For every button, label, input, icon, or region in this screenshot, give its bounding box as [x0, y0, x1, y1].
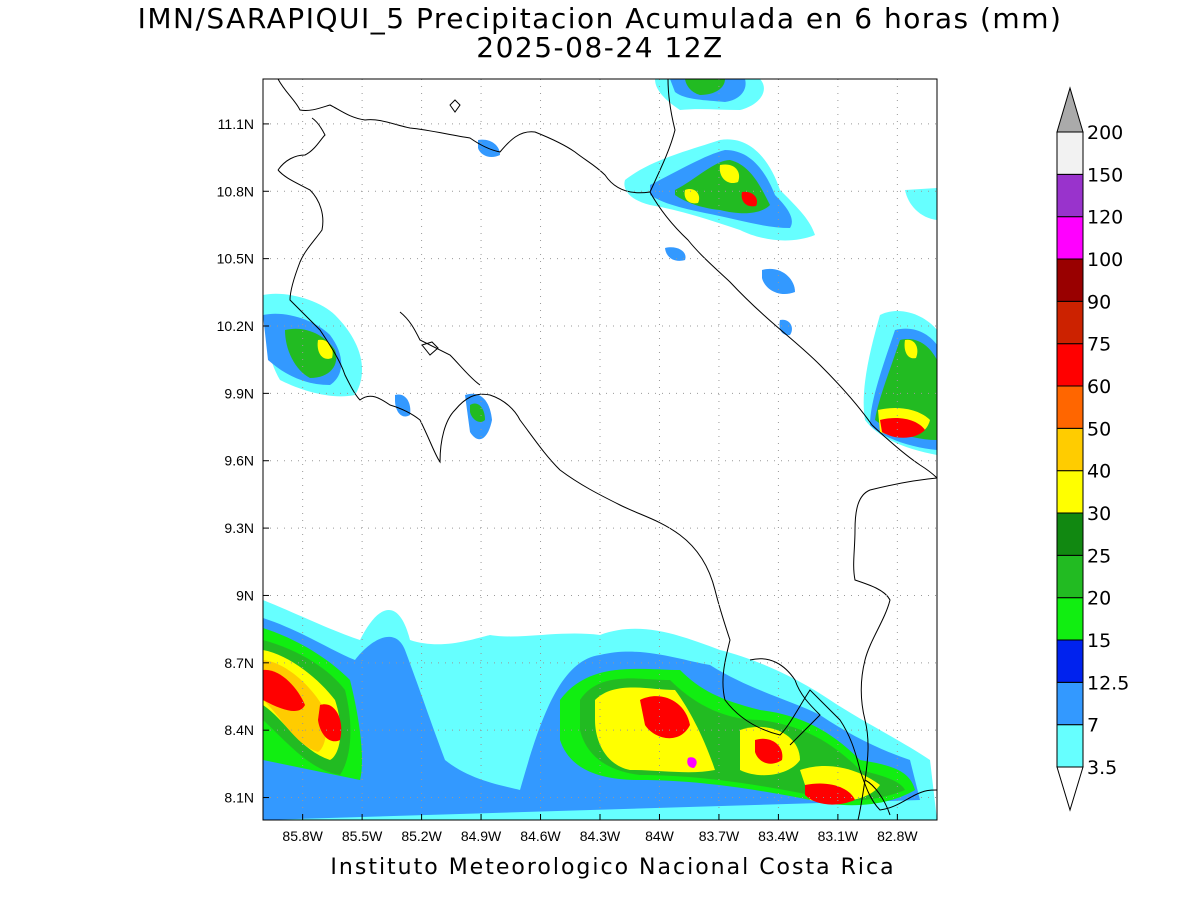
y-tick-label: 9N: [236, 587, 254, 603]
map-title: IMN/SARAPIQUI_5 Precipitacion Acumulada …: [137, 2, 1063, 35]
nicaragua-border: [649, 79, 676, 193]
colorbar-level-label: 40: [1087, 461, 1111, 483]
colorbar: 3.5 7 12.5 15 20 25 30 40 50 60 75 90 100 120 150 200: [1056, 86, 1129, 812]
caribbean-coastline: [649, 191, 937, 479]
lake-islet-north: [449, 99, 461, 113]
rain-contour-60: [640, 696, 690, 739]
colorbar-over-triangle: [1056, 86, 1084, 133]
rain-contour-60: [805, 783, 855, 805]
rain-contour-3.5: [905, 188, 937, 220]
colorbar-level-label: 7: [1087, 715, 1099, 737]
colorbar-level-label: 50: [1087, 418, 1111, 440]
x-tick-label: 84.3W: [580, 828, 621, 844]
y-tick-label: 10.5N: [217, 251, 254, 267]
colorbar-level-label: 15: [1087, 630, 1111, 652]
colorbar-swatch: [1056, 216, 1084, 260]
rain-contour-20: [685, 79, 725, 95]
y-tick-label: 8.7N: [224, 655, 254, 671]
colorbar-level-label: 150: [1087, 164, 1123, 186]
x-tick-label: 84.6W: [520, 828, 561, 844]
rain-contour-60: [755, 738, 783, 764]
rain-contour-7: [779, 319, 792, 336]
y-tick-label: 10.2N: [217, 318, 254, 334]
rain-contour-30: [719, 164, 740, 184]
rain-contour-30: [904, 339, 918, 359]
colorbar-swatch: [1056, 385, 1084, 429]
colorbar-swatch: [1056, 173, 1084, 218]
colorbar-swatch: [1056, 724, 1084, 768]
colorbar-swatch: [1056, 343, 1084, 387]
colorbar-level-label: 25: [1087, 545, 1111, 567]
y-tick-label: 9.6N: [224, 453, 254, 469]
x-tick-label: 84.9W: [461, 828, 502, 844]
y-axis: 8.1N 8.4N 8.7N 9N 9.3N 9.6N 9.9N 10.2N 10.5N 10.8…: [217, 116, 269, 806]
y-tick-label: 8.1N: [224, 790, 254, 806]
panama-border: [853, 477, 937, 820]
colorbar-swatch: [1056, 512, 1084, 556]
x-tick-label: 85.2W: [401, 828, 442, 844]
colorbar-level-label: 120: [1087, 207, 1123, 229]
footer-credit: Instituto Meteorologico Nacional Costa R…: [330, 855, 896, 880]
rain-contour-30: [684, 189, 700, 204]
lake-islet: [421, 341, 439, 356]
colorbar-level-label: 90: [1087, 291, 1111, 313]
y-tick-label: 9.9N: [224, 385, 254, 401]
rain-contour-60: [741, 191, 758, 207]
y-tick-label: 11.1N: [218, 116, 254, 132]
x-tick-label: 84W: [645, 828, 675, 844]
x-tick-label: 83.4W: [758, 828, 799, 844]
colorbar-level-label: 12.5: [1087, 672, 1129, 694]
colorbar-level-label: 30: [1087, 503, 1111, 525]
x-axis: 85.8W 85.5W 85.2W 84.9W 84.6W 84.3W 84W 83.7W 83…: [282, 814, 918, 844]
y-tick-label: 10.8N: [217, 183, 254, 199]
rain-contour-7: [395, 394, 411, 417]
grid-lines: [263, 79, 937, 820]
colorbar-swatch: [1056, 639, 1084, 683]
colorbar-under-triangle: [1056, 766, 1084, 812]
colorbar-level-label: 75: [1087, 334, 1111, 356]
colorbar-swatch: [1056, 427, 1084, 472]
rainfall-fields: [263, 79, 937, 820]
colorbar-swatch: [1056, 300, 1084, 345]
colorbar-swatch: [1056, 470, 1084, 514]
colorbar-level-label: 20: [1087, 588, 1111, 610]
colorbar-swatch: [1056, 681, 1084, 726]
x-tick-label: 82.8W: [877, 828, 918, 844]
map-subtitle: 2025-08-24 12Z: [476, 31, 724, 64]
colorbar-level-label: 3.5: [1087, 757, 1117, 779]
rain-contour-60: [318, 704, 342, 742]
osa-peninsula: [749, 658, 821, 746]
colorbar-swatch: [1056, 597, 1084, 641]
colorbar-swatch: [1056, 258, 1084, 302]
x-tick-label: 83.1W: [818, 828, 859, 844]
rain-contour-60: [263, 669, 305, 712]
nicoya-gulf: [399, 311, 481, 386]
coastline: [277, 79, 937, 820]
x-tick-label: 85.8W: [282, 828, 323, 844]
y-tick-label: 8.4N: [224, 722, 254, 738]
x-tick-label: 85.5W: [342, 828, 383, 844]
pacific-coastline: [277, 79, 937, 811]
rain-contour-60: [880, 418, 925, 438]
x-tick-label: 83.7W: [699, 828, 740, 844]
burica-peninsula: [864, 779, 891, 816]
y-tick-label: 9.3N: [224, 520, 254, 536]
colorbar-level-label: 60: [1087, 376, 1111, 398]
rain-contour-7: [665, 247, 686, 261]
colorbar-level-label: 100: [1087, 249, 1123, 271]
colorbar-level-label: 200: [1087, 122, 1123, 144]
rain-contour-7: [762, 268, 795, 295]
colorbar-swatch: [1056, 554, 1084, 599]
rain-contour-120: [687, 757, 697, 768]
colorbar-swatch: [1056, 131, 1084, 175]
